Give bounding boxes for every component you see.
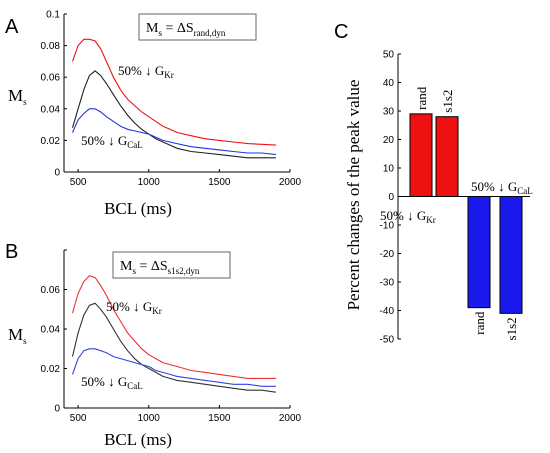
panel-b-annotation-kr: 50% ↓ GKr [106, 299, 162, 316]
panel-a-legend-text: Ms = ΔSrand,dyn [146, 21, 226, 38]
panel-c-category-label-1: rand [414, 86, 429, 110]
panel-b-xtick-label: 2000 [279, 413, 302, 424]
panel-c-category-label-3: rand [472, 311, 487, 335]
panel-a-xtick-label: 1500 [208, 177, 231, 188]
panel-c-ytick-label: -10 [380, 221, 395, 232]
panel-b-ytick-label: 0.04 [41, 325, 61, 336]
panel-a-ytick-label: 0.1 [46, 10, 60, 21]
panel-a-ytick-label: 0.02 [41, 136, 61, 147]
panel-a-legend-box [138, 13, 257, 41]
panel-c-ytick-label: 30 [383, 107, 395, 118]
panel-c-ytick-label: 0 [388, 192, 394, 203]
panel-label-b: B [5, 241, 18, 263]
panel-c-ytick-label: 50 [383, 50, 395, 61]
panel-c-category-label-4: s1s2 [504, 317, 519, 340]
panel-b-xtick-label: 500 [70, 413, 87, 424]
panel-c-bar-1 [409, 113, 433, 197]
panel-b-annotation-cal: 50% ↓ GCaL [81, 374, 143, 391]
panel-b-ytick-label: 0 [54, 404, 60, 415]
panel-a-xtick-label: 500 [70, 177, 87, 188]
panel-c-ytick-label: 40 [383, 78, 395, 89]
panel-b-ytick-label: 0.02 [41, 364, 61, 375]
panel-b-series-line-1 [71, 275, 276, 379]
panel-a-plot: 500 1000 1500 2000 0 0.02 0.04 0.06 0.08 0.1 [41, 10, 302, 189]
panel-a-xtick-label: 2000 [279, 177, 302, 188]
panel-c-annotation-cal: 50% ↓ GCaL [471, 179, 533, 196]
panel-c-ytick-label: -50 [380, 335, 395, 346]
panel-a-annotation-kr: 50% ↓ GKr [118, 63, 174, 80]
panel-b-series-line-2 [71, 302, 276, 393]
panel-label-c: C [334, 21, 348, 43]
panel-c-ytick-label: 10 [383, 164, 395, 175]
panel-a-series-line-1 [71, 38, 276, 146]
panel-c-ytick-label: -40 [380, 306, 395, 317]
panel-c-bar-2 [435, 116, 459, 197]
panel-c-bar-4 [499, 196, 523, 314]
panel-a-ytick-label: 0.06 [41, 73, 61, 84]
panel-b-legend-box [112, 251, 231, 279]
panel-a-ytick-label: 0 [54, 168, 60, 179]
panel-a-series-line-3 [71, 108, 276, 156]
panel-label-a: A [5, 16, 19, 38]
panel-a-ytick-label: 0.08 [41, 41, 61, 52]
panel-c-ytick-label: 20 [383, 135, 395, 146]
panel-b-xlabel: BCL (ms) [104, 430, 172, 449]
panel-c-category-label-2: s1s2 [440, 90, 455, 113]
panel-b-plot: 500 1000 1500 2000 0 0.02 0.04 0.06 [41, 249, 302, 424]
panel-a-annotation-cal: 50% ↓ GCaL [81, 133, 143, 150]
panel-b-ytick-label: 0.06 [41, 285, 61, 296]
panel-a-xtick-label: 1000 [138, 177, 161, 188]
panel-b-ylabel: Ms [8, 325, 27, 346]
panel-a-ylabel: Ms [8, 86, 27, 107]
panel-b-series-line-3 [71, 348, 276, 387]
panel-c-ytick-label: -20 [380, 249, 395, 260]
panel-b-xtick-label: 1500 [208, 413, 231, 424]
panel-c-annotation-kr: 50% ↓ GKr [380, 208, 436, 225]
panel-a-series-line-2 [71, 70, 276, 159]
panel-b-xtick-label: 1000 [138, 413, 161, 424]
panel-a-xlabel: BCL (ms) [104, 199, 172, 218]
panel-c-ytick-label: -30 [380, 278, 395, 289]
panel-a-ytick-label: 0.04 [41, 104, 61, 115]
panel-c-ylabel: Percent changes of the peak value [344, 80, 363, 311]
panel-c-plot: -50 -40 -30 -20 -10 0 10 20 30 40 50 rand s1s2 rand s1… [380, 50, 530, 346]
panel-c-bar-3 [467, 196, 491, 309]
panel-b-legend-text: Ms = ΔSs1s2,dyn [120, 259, 200, 276]
